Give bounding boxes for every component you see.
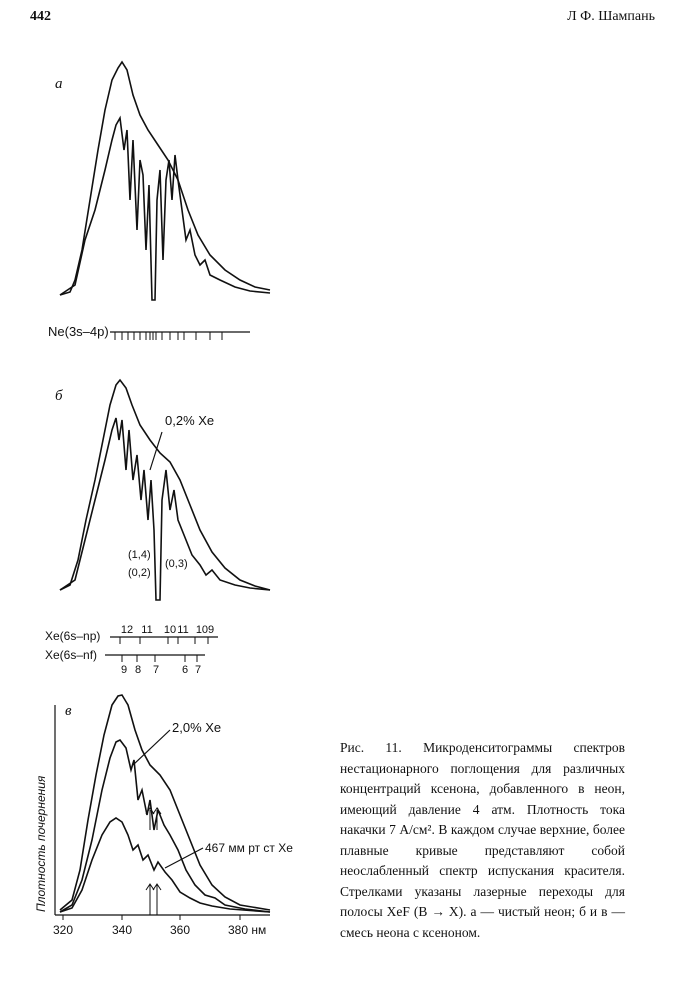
running-head: Л Ф. Шампань xyxy=(567,9,655,24)
level-number: 10 xyxy=(164,624,176,636)
x-tick-label: 360 xyxy=(170,923,190,937)
panel-label: в xyxy=(65,703,72,719)
series-label: Xe(6s–np) xyxy=(45,629,100,643)
panel-label: а xyxy=(55,76,63,92)
curve xyxy=(59,817,271,913)
x-tick-label: 320 xyxy=(53,923,73,937)
leader-line xyxy=(164,847,204,869)
level-number: 9 xyxy=(121,664,127,676)
x-tick-label: 340 xyxy=(112,923,132,937)
series-label: Xe(6s–nf) xyxy=(45,648,97,662)
band-label: (1,4) xyxy=(128,549,151,561)
x-tick-label: 380 нм xyxy=(228,923,266,937)
level-number: 8 xyxy=(135,664,141,676)
transition-ticks xyxy=(119,637,209,644)
caption: Рис. 11. Микроденситограммы спектров нес… xyxy=(340,740,625,940)
transition-ticks xyxy=(114,332,223,340)
transition-ticks xyxy=(121,655,198,662)
level-number: 7 xyxy=(153,664,159,676)
level-number: 11 xyxy=(177,624,188,636)
level-number: 109 xyxy=(196,624,214,636)
curve xyxy=(59,115,271,301)
level-number: 12 xyxy=(121,624,133,636)
page-number: 442 xyxy=(30,9,51,24)
curve xyxy=(59,378,271,591)
band-label: (0,2) xyxy=(128,567,151,579)
arrows xyxy=(145,807,162,915)
leader-line xyxy=(149,431,163,471)
level-number: 6 xyxy=(182,664,188,676)
y-axis-label: Плотность почернения xyxy=(34,775,48,912)
leader-line xyxy=(132,729,171,766)
x-ticks xyxy=(62,915,241,920)
curve xyxy=(59,738,271,913)
level-number: 7 xyxy=(195,664,201,676)
band-label: (0,3) xyxy=(165,558,188,570)
level-number: 11 xyxy=(141,624,152,636)
curve xyxy=(59,417,271,601)
concentration-label: 0,2% Xe xyxy=(165,413,214,428)
concentration-label: 2,0% Xe xyxy=(172,720,221,735)
curve xyxy=(59,694,271,911)
pressure-label: 467 мм рт ст Xe xyxy=(205,841,293,855)
panel-label: б xyxy=(55,388,63,404)
curve xyxy=(59,60,271,296)
transition-label: Ne(3s–4p) xyxy=(48,324,109,339)
